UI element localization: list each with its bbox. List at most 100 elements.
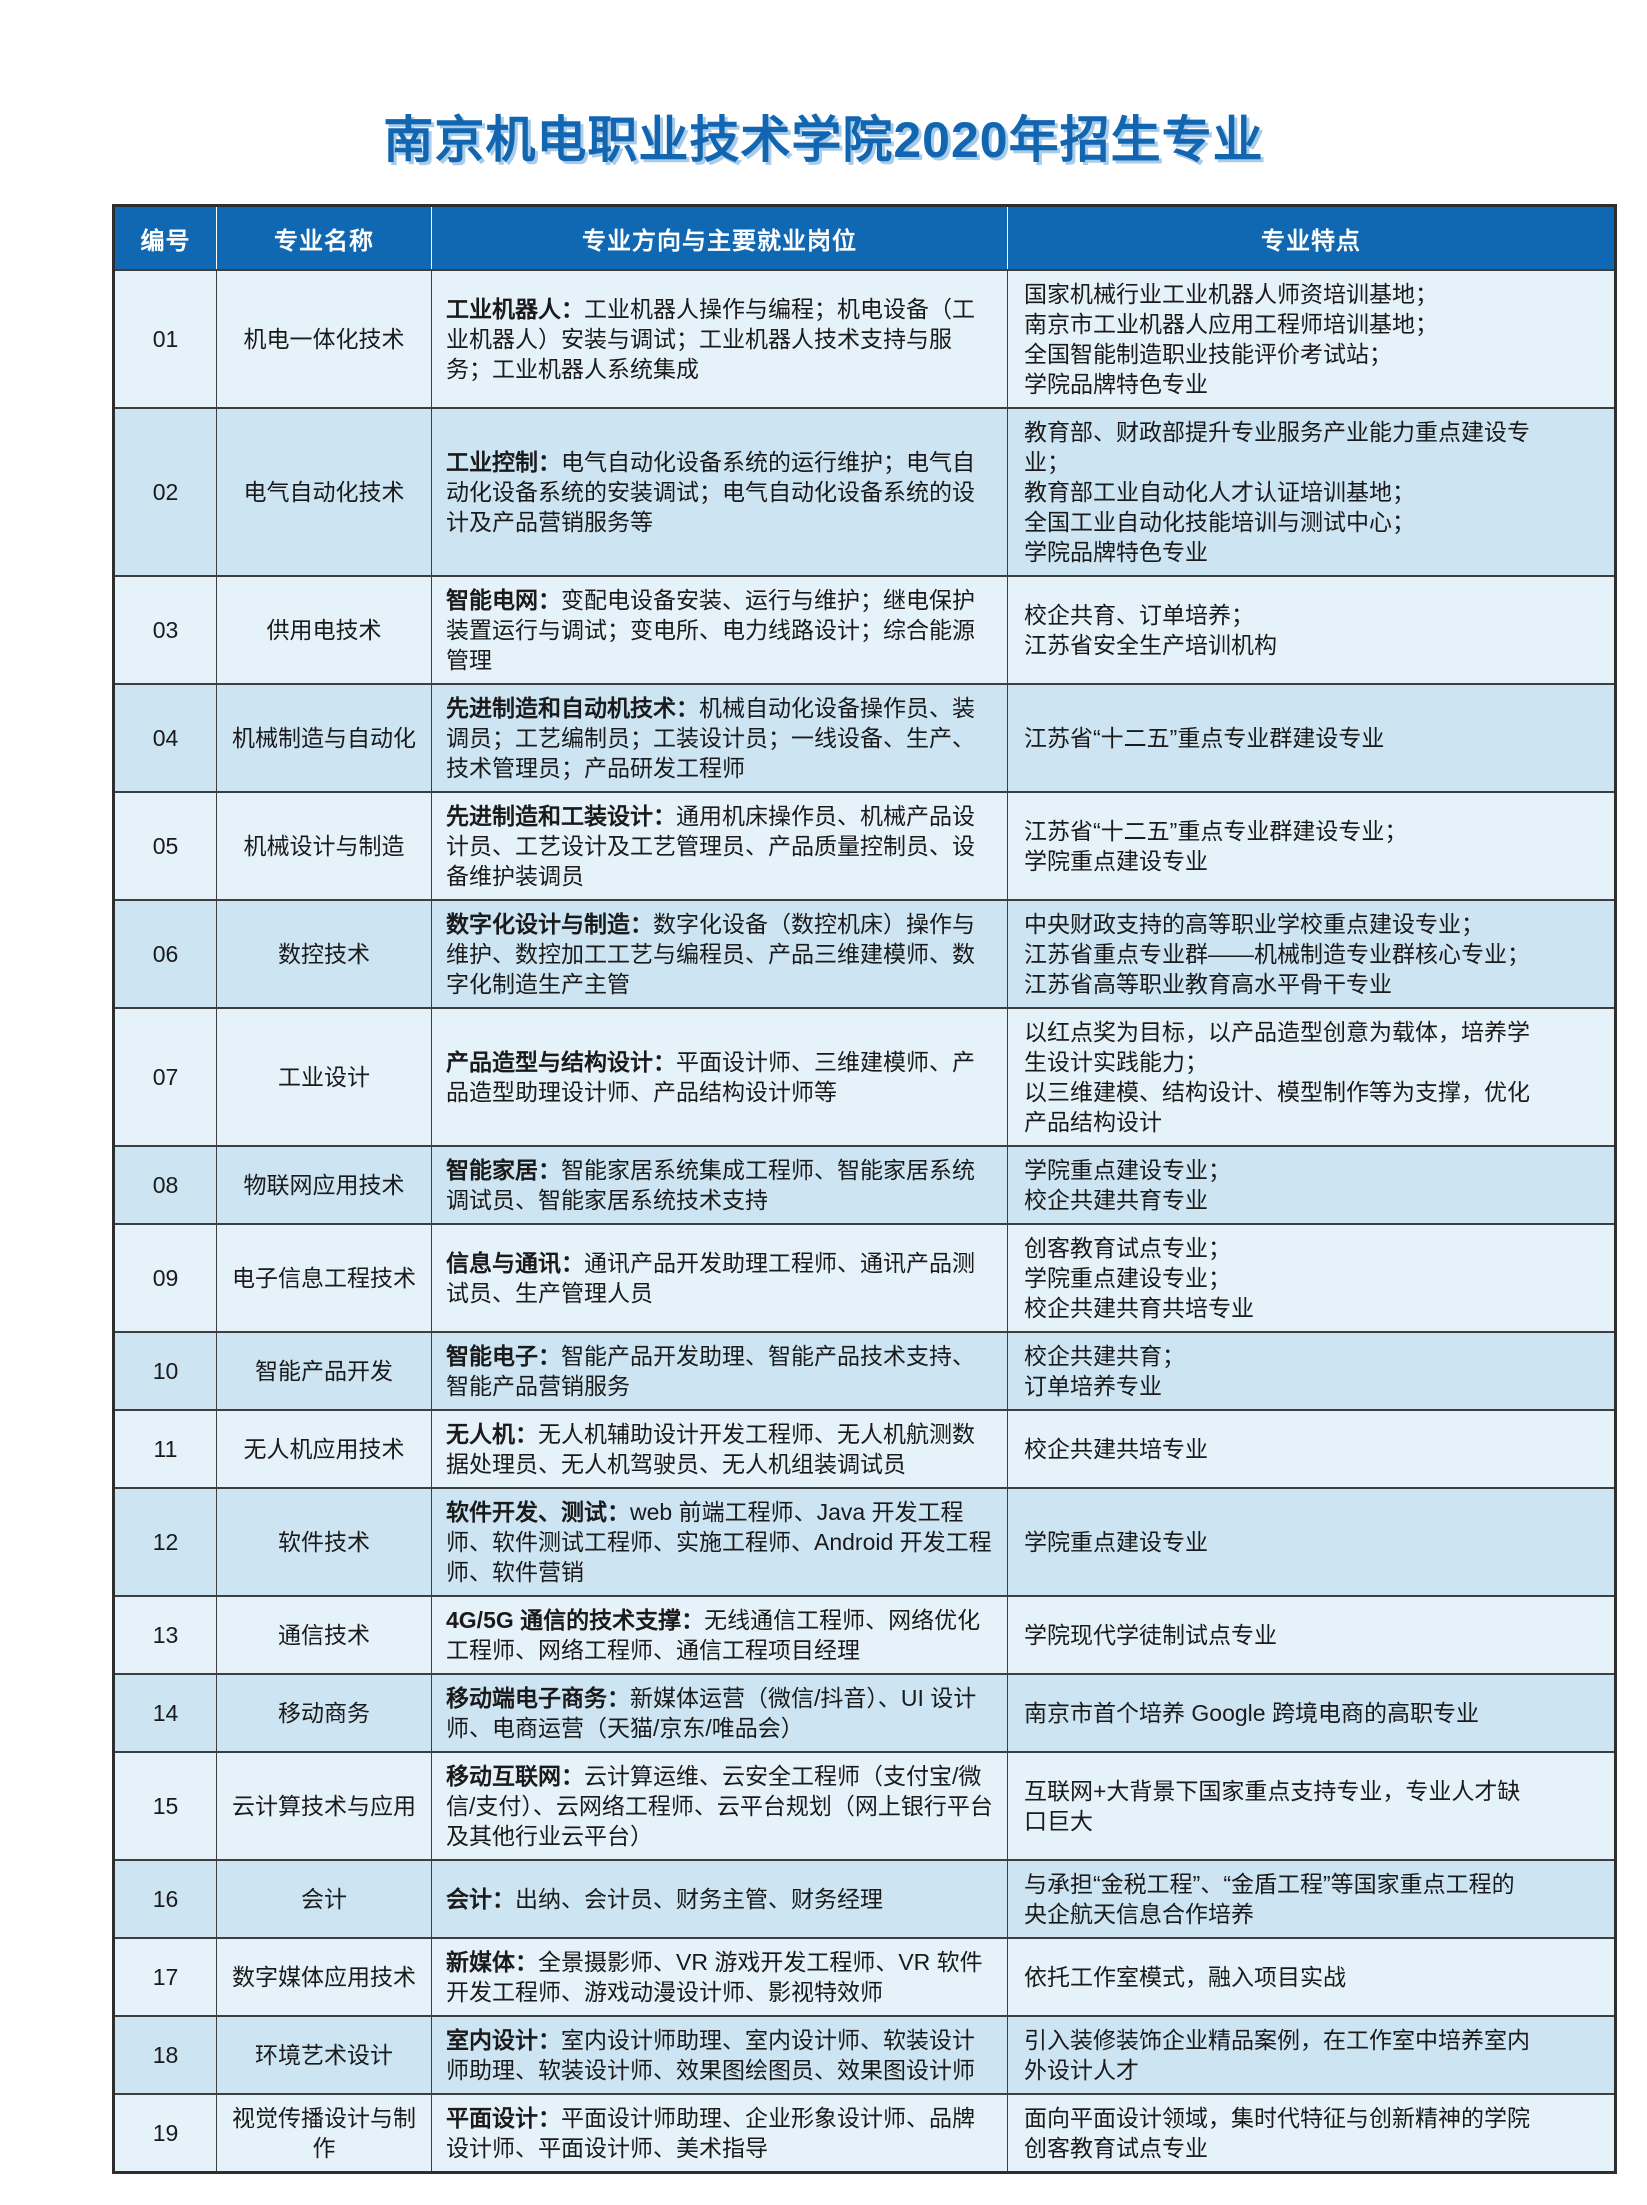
major-name: 工业设计 <box>216 1007 432 1147</box>
row-number: 04 <box>113 683 217 793</box>
major-name: 环境艺术设计 <box>216 2015 432 2095</box>
direction-label: 工业控制： <box>446 449 561 475</box>
row-number: 08 <box>113 1145 217 1225</box>
table-header: 编号 专业名称 专业方向与主要就业岗位 专业特点 <box>112 204 1617 271</box>
row-number: 10 <box>113 1331 217 1411</box>
direction-label: 数字化设计与制造： <box>446 911 653 937</box>
header-cell-features: 专业特点 <box>1007 204 1617 271</box>
row-number: 01 <box>113 269 217 409</box>
major-name: 云计算技术与应用 <box>216 1751 432 1861</box>
direction-label: 先进制造和工装设计： <box>446 803 676 829</box>
features-cell: 以红点奖为目标，以产品造型创意为载体，培养学生设计实践能力； 以三维建模、结构设… <box>1007 1007 1616 1147</box>
features-cell: 江苏省“十二五”重点专业群建设专业； 学院重点建设专业 <box>1007 791 1616 901</box>
direction-cell: 室内设计：室内设计师助理、室内设计师、软装设计师助理、软装设计师、效果图绘图员、… <box>431 2015 1008 2095</box>
major-name: 物联网应用技术 <box>216 1145 432 1225</box>
table-row: 02 电气自动化技术 工业控制：电气自动化设备系统的运行维护；电气自动化设备系统… <box>113 407 1616 577</box>
features-cell: 面向平面设计领域，集时代特征与创新精神的学院创客教育试点专业 <box>1007 2093 1616 2174</box>
row-number: 06 <box>113 899 217 1009</box>
row-number: 09 <box>113 1223 217 1333</box>
direction-cell: 工业控制：电气自动化设备系统的运行维护；电气自动化设备系统的安装调试；电气自动化… <box>431 407 1008 577</box>
direction-cell: 智能家居：智能家居系统集成工程师、智能家居系统调试员、智能家居系统技术支持 <box>431 1145 1008 1225</box>
direction-cell: 新媒体：全景摄影师、VR 游戏开发工程师、VR 软件开发工程师、游戏动漫设计师、… <box>431 1937 1008 2017</box>
features-cell: 南京市首个培养 Google 跨境电商的高职专业 <box>1007 1673 1616 1753</box>
direction-label: 会计： <box>446 1886 515 1912</box>
features-cell: 引入装修装饰企业精品案例，在工作室中培养室内外设计人才 <box>1007 2015 1616 2095</box>
direction-text: 出纳、会计员、财务主管、财务经理 <box>515 1886 883 1912</box>
features-cell: 学院重点建设专业 <box>1007 1487 1616 1597</box>
table-row: 16 会计 会计：出纳、会计员、财务主管、财务经理 与承担“金税工程”、“金盾工… <box>113 1859 1616 1939</box>
direction-text: 工业机器人操作与编程；机电设备（工业机器人）安装与调试；工业机器人技术支持与服务… <box>446 296 975 382</box>
row-number: 18 <box>113 2015 217 2095</box>
major-name: 无人机应用技术 <box>216 1409 432 1489</box>
direction-label: 智能电子： <box>446 1343 561 1369</box>
direction-label: 平面设计： <box>446 2105 561 2131</box>
major-name: 数字媒体应用技术 <box>216 1937 432 2017</box>
direction-cell: 软件开发、测试：web 前端工程师、Java 开发工程师、软件测试工程师、实施工… <box>431 1487 1008 1597</box>
direction-label: 工业机器人： <box>446 296 584 322</box>
direction-text: 新媒体运营（微信/抖音）、UI 设计师、电商运营（天猫/京东/唯品会） <box>446 1685 977 1741</box>
header-cell-direction: 专业方向与主要就业岗位 <box>431 204 1008 271</box>
table-row: 18 环境艺术设计 室内设计：室内设计师助理、室内设计师、软装设计师助理、软装设… <box>113 2015 1616 2095</box>
direction-label: 4G/5G 通信的技术支撑： <box>446 1607 705 1633</box>
major-name: 移动商务 <box>216 1673 432 1753</box>
table-row: 19 视觉传播设计与制作 平面设计：平面设计师助理、企业形象设计师、品牌设计师、… <box>113 2093 1616 2174</box>
table-row: 10 智能产品开发 智能电子：智能产品开发助理、智能产品技术支持、智能产品营销服… <box>113 1331 1616 1411</box>
features-cell: 依托工作室模式，融入项目实战 <box>1007 1937 1616 2017</box>
direction-text: 室内设计师助理、室内设计师、软装设计师助理、软装设计师、效果图绘图员、效果图设计… <box>446 2027 975 2083</box>
direction-text: 变配电设备安装、运行与维护；继电保护装置运行与调试；变电所、电力线路设计；综合能… <box>446 587 975 673</box>
table-row: 14 移动商务 移动端电子商务：新媒体运营（微信/抖音）、UI 设计师、电商运营… <box>113 1673 1616 1753</box>
header-cell-major: 专业名称 <box>216 204 432 271</box>
direction-label: 信息与通讯： <box>446 1250 584 1276</box>
row-number: 03 <box>113 575 217 685</box>
direction-cell: 产品造型与结构设计：平面设计师、三维建模师、产品造型助理设计师、产品结构设计师等 <box>431 1007 1008 1147</box>
header-cell-no: 编号 <box>112 204 217 271</box>
table-row: 08 物联网应用技术 智能家居：智能家居系统集成工程师、智能家居系统调试员、智能… <box>113 1145 1616 1225</box>
row-number: 17 <box>113 1937 217 2017</box>
row-number: 07 <box>113 1007 217 1147</box>
table-row: 11 无人机应用技术 无人机：无人机辅助设计开发工程师、无人机航测数据处理员、无… <box>113 1409 1616 1489</box>
direction-cell: 信息与通讯：通讯产品开发助理工程师、通讯产品测试员、生产管理人员 <box>431 1223 1008 1333</box>
table-row: 12 软件技术 软件开发、测试：web 前端工程师、Java 开发工程师、软件测… <box>113 1487 1616 1597</box>
direction-cell: 4G/5G 通信的技术支撑：无线通信工程师、网络优化工程师、网络工程师、通信工程… <box>431 1595 1008 1675</box>
features-cell: 江苏省“十二五”重点专业群建设专业 <box>1007 683 1616 793</box>
direction-text: 智能产品开发助理、智能产品技术支持、智能产品营销服务 <box>446 1343 975 1399</box>
direction-cell: 平面设计：平面设计师助理、企业形象设计师、品牌设计师、平面设计师、美术指导 <box>431 2093 1008 2174</box>
table-body: 01 机电一体化技术 工业机器人：工业机器人操作与编程；机电设备（工业机器人）安… <box>113 269 1616 2174</box>
major-name: 电子信息工程技术 <box>216 1223 432 1333</box>
direction-cell: 工业机器人：工业机器人操作与编程；机电设备（工业机器人）安装与调试；工业机器人技… <box>431 269 1008 409</box>
direction-text: 全景摄影师、VR 游戏开发工程师、VR 软件开发工程师、游戏动漫设计师、影视特效… <box>446 1949 983 2005</box>
direction-label: 移动端电子商务： <box>446 1685 630 1711</box>
direction-cell: 先进制造和自动机技术：机械自动化设备操作员、装调员；工艺编制员；工装设计员；一线… <box>431 683 1008 793</box>
direction-label: 室内设计： <box>446 2027 561 2053</box>
features-cell: 与承担“金税工程”、“金盾工程”等国家重点工程的央企航天信息合作培养 <box>1007 1859 1616 1939</box>
major-name: 供用电技术 <box>216 575 432 685</box>
major-name: 电气自动化技术 <box>216 407 432 577</box>
row-number: 11 <box>113 1409 217 1489</box>
direction-label: 智能家居： <box>446 1157 561 1183</box>
features-cell: 国家机械行业工业机器人师资培训基地； 南京市工业机器人应用工程师培训基地； 全国… <box>1007 269 1616 409</box>
major-name: 机电一体化技术 <box>216 269 432 409</box>
direction-cell: 会计：出纳、会计员、财务主管、财务经理 <box>431 1859 1008 1939</box>
direction-cell: 智能电网：变配电设备安装、运行与维护；继电保护装置运行与调试；变电所、电力线路设… <box>431 575 1008 685</box>
direction-label: 移动互联网： <box>446 1763 584 1789</box>
row-number: 12 <box>113 1487 217 1597</box>
direction-text: 无线通信工程师、网络优化工程师、网络工程师、通信工程项目经理 <box>446 1607 981 1663</box>
direction-text: 智能家居系统集成工程师、智能家居系统调试员、智能家居系统技术支持 <box>446 1157 975 1213</box>
direction-text: 机械自动化设备操作员、装调员；工艺编制员；工装设计员；一线设备、生产、技术管理员… <box>446 695 975 781</box>
row-number: 15 <box>113 1751 217 1861</box>
features-cell: 学院重点建设专业； 校企共建共育专业 <box>1007 1145 1616 1225</box>
table-row: 04 机械制造与自动化 先进制造和自动机技术：机械自动化设备操作员、装调员；工艺… <box>113 683 1616 793</box>
table-row: 13 通信技术 4G/5G 通信的技术支撑：无线通信工程师、网络优化工程师、网络… <box>113 1595 1616 1675</box>
row-number: 14 <box>113 1673 217 1753</box>
major-name: 会计 <box>216 1859 432 1939</box>
row-number: 19 <box>113 2093 217 2174</box>
direction-text: 平面设计师、三维建模师、产品造型助理设计师、产品结构设计师等 <box>446 1049 975 1105</box>
table-row: 01 机电一体化技术 工业机器人：工业机器人操作与编程；机电设备（工业机器人）安… <box>113 269 1616 409</box>
direction-text: 通讯产品开发助理工程师、通讯产品测试员、生产管理人员 <box>446 1250 975 1306</box>
major-name: 软件技术 <box>216 1487 432 1597</box>
features-cell: 互联网+大背景下国家重点支持专业，专业人才缺口巨大 <box>1007 1751 1616 1861</box>
direction-text: 云计算运维、云安全工程师（支付宝/微信/支付）、云网络工程师、云平台规划（网上银… <box>446 1763 993 1849</box>
table-row: 03 供用电技术 智能电网：变配电设备安装、运行与维护；继电保护装置运行与调试；… <box>113 575 1616 685</box>
major-name: 智能产品开发 <box>216 1331 432 1411</box>
